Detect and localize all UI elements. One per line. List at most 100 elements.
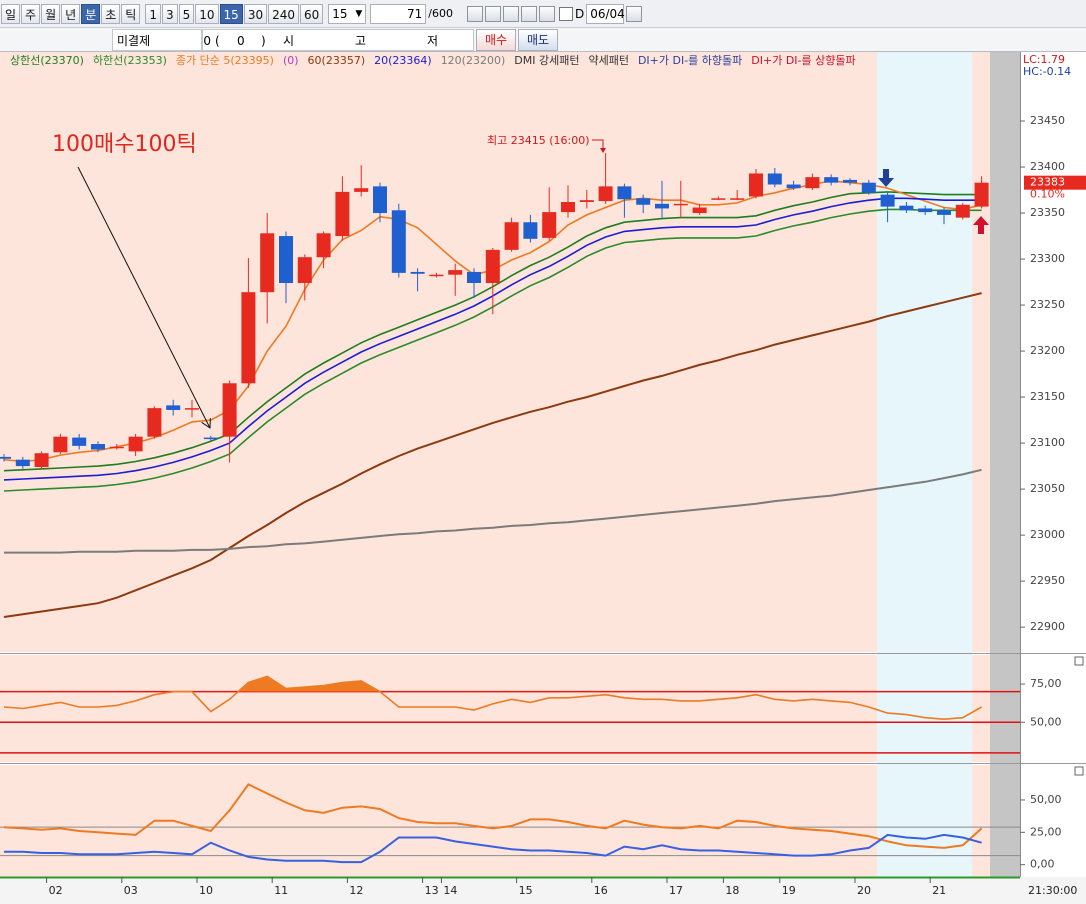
paren-value: 0: [237, 34, 245, 48]
calendar-icon[interactable]: [626, 5, 643, 22]
legend-entry: 하한선(23353): [93, 53, 167, 67]
y-tick-label: 23000: [1030, 528, 1065, 541]
y-tick-label: 50,00: [1030, 793, 1062, 806]
candle-body: [523, 222, 538, 239]
order-bar: 미결제 0 ( 0 ) 시 고 저 매수 매도: [0, 28, 1086, 52]
tool-icon[interactable]: [538, 5, 555, 22]
candle-body: [391, 210, 406, 273]
interval-button[interactable]: 60: [300, 3, 324, 24]
interval-button[interactable]: 3: [161, 3, 178, 24]
period-button[interactable]: 주: [21, 3, 41, 24]
candle-body: [53, 436, 68, 453]
interval-button[interactable]: 1: [145, 3, 161, 24]
candle-body: [297, 257, 312, 283]
line: [3, 783, 983, 849]
close-icon[interactable]: [1074, 656, 1084, 666]
x-axis-bg: [0, 877, 1086, 904]
x-tick-label: 16: [594, 884, 608, 897]
legend-entry: 20(23364): [374, 54, 432, 67]
line: [4, 833, 982, 864]
x-tick-label: 15: [519, 884, 533, 897]
candle-body: [109, 446, 124, 449]
period-button[interactable]: 초: [101, 3, 121, 24]
y-tick-label: 23300: [1030, 252, 1065, 265]
candle-body: [767, 173, 782, 185]
field-label: 저: [427, 34, 439, 48]
period-button[interactable]: 월: [41, 3, 61, 24]
marks: 22900 22950 23000 23050 23100 23150 23200 23250…: [0, 53, 1086, 897]
interval-select[interactable]: 15 ▼: [328, 3, 367, 24]
interval-button[interactable]: 30: [243, 3, 268, 24]
candle-body: [617, 186, 632, 200]
hc-label: HC:-0.14: [1023, 65, 1071, 78]
interval-button[interactable]: 15: [219, 3, 243, 24]
y-tick-label: 23450: [1030, 114, 1065, 127]
period-button[interactable]: 분: [81, 3, 101, 24]
candle-body: [0, 456, 11, 459]
candle-body: [730, 198, 745, 200]
candle-body: [354, 188, 369, 192]
y-tick-label: 23100: [1030, 436, 1065, 449]
candle-body: [861, 182, 876, 193]
interval-value: 15: [332, 6, 348, 21]
candle-body: [166, 405, 181, 410]
legend-entry: DI+가 DI-를 상향돌파: [751, 54, 855, 67]
candle-body: [429, 274, 444, 277]
tool-icon[interactable]: [484, 5, 501, 22]
chart: 22900 22950 23000 23050 23100 23150 23200 23250…: [0, 52, 1086, 904]
candle-body: [185, 408, 199, 410]
y-tick-label: 50,00: [1030, 715, 1062, 728]
legend-entry: DMI 강세패턴: [514, 54, 579, 67]
legend-entry: 120(23200): [441, 54, 506, 67]
checkbox[interactable]: [558, 6, 573, 21]
dropdown-arrow: ▼: [355, 8, 363, 19]
buy-button[interactable]: 매수: [476, 29, 516, 51]
y-tick-label: 75,00: [1030, 677, 1062, 690]
date-box[interactable]: 06/04: [586, 3, 625, 24]
annotation-arrow: [592, 139, 604, 150]
y-tick-label: 23250: [1030, 298, 1065, 311]
y-tick-label: 23150: [1030, 390, 1065, 403]
sell-signal: [878, 169, 894, 187]
close-icon[interactable]: [1074, 766, 1084, 776]
x-end-label: 21:30:00: [1028, 884, 1077, 897]
period-button[interactable]: 일: [1, 3, 21, 24]
candle-body: [786, 184, 801, 189]
candle-body: [636, 198, 651, 205]
y-tick-label: 23050: [1030, 482, 1065, 495]
sell-button[interactable]: 매도: [518, 29, 558, 51]
legend-entry: 약세패턴: [588, 53, 628, 67]
candle-body: [579, 200, 594, 202]
tool-icon[interactable]: [502, 5, 519, 22]
interval-buttons: 1 3 5 10 15 30 240 60: [145, 3, 324, 24]
candle-body: [899, 205, 914, 211]
candle-body: [542, 212, 557, 238]
candle-body: [260, 233, 275, 293]
x-tick-label: 18: [725, 884, 739, 897]
tool-icon[interactable]: [466, 5, 483, 22]
interval-button[interactable]: 240: [268, 3, 299, 24]
candle-body: [692, 207, 707, 214]
interval-button[interactable]: 10: [195, 3, 219, 24]
line: [3, 675, 982, 721]
x-tick-label: 19: [782, 884, 796, 897]
price-tag-bg: [1024, 175, 1086, 190]
count-box[interactable]: 71: [370, 3, 427, 24]
interval-button[interactable]: 5: [178, 3, 195, 24]
candle-body: [880, 194, 895, 207]
candle-body: [316, 233, 331, 258]
candle-body: [147, 408, 162, 437]
paren: ): [261, 34, 266, 48]
lc-label: LC:1.79: [1023, 53, 1065, 66]
candle-body: [448, 270, 463, 275]
period-button[interactable]: 틱: [121, 3, 141, 24]
tool-icon[interactable]: [520, 5, 537, 22]
price-change: 0.10%: [1030, 188, 1065, 201]
y-tick-label: 23350: [1030, 206, 1065, 219]
period-button[interactable]: 년: [61, 3, 81, 24]
candle-body: [72, 437, 87, 446]
y-tick-label: 25,00: [1030, 825, 1062, 838]
annotation: 100매수100틱: [52, 132, 197, 157]
candle-body: [241, 292, 256, 384]
